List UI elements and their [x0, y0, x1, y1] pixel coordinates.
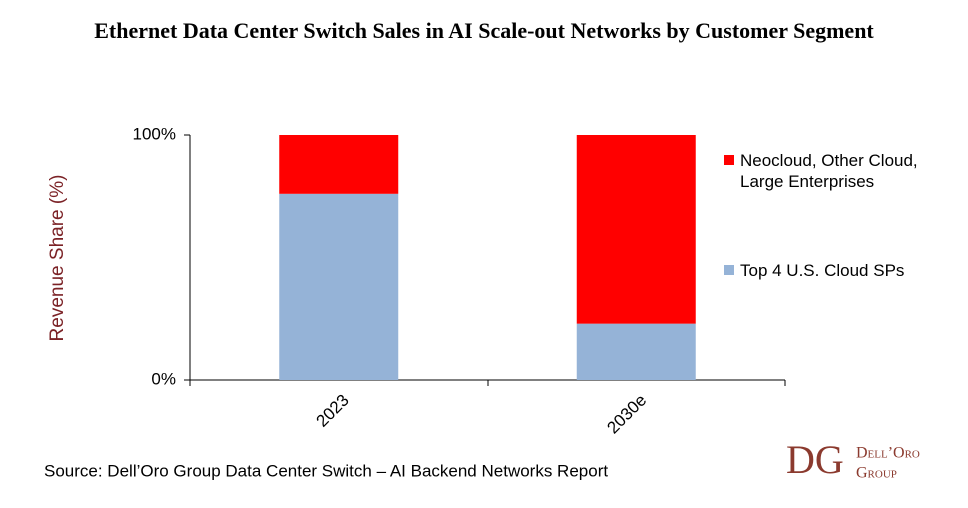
- bar-segment: [279, 193, 399, 380]
- chart-title: Ethernet Data Center Switch Sales in AI …: [94, 18, 874, 43]
- logo-mark: DG: [786, 437, 844, 482]
- bar-segment: [576, 323, 696, 380]
- bar-segment: [576, 135, 696, 324]
- x-tick-label: 2023: [313, 391, 353, 431]
- y-axis-label: Revenue Share (%): [47, 175, 68, 342]
- legend-swatch: [724, 155, 734, 165]
- logo-text: Dell’Oro: [856, 445, 920, 462]
- legend-label: Neocloud, Other Cloud, Large Enterprises: [740, 151, 918, 191]
- y-tick-label: 0%: [151, 369, 176, 388]
- legend-swatch: [724, 265, 734, 275]
- x-tick-label: 2030e: [603, 391, 650, 438]
- y-tick-label: 100%: [133, 124, 176, 143]
- source: Source: Dell’Oro Group Data Center Switc…: [44, 461, 608, 480]
- legend-label: Top 4 U.S. Cloud SPs: [740, 261, 905, 280]
- bar-segment: [279, 135, 399, 194]
- logo-text: Group: [856, 465, 897, 482]
